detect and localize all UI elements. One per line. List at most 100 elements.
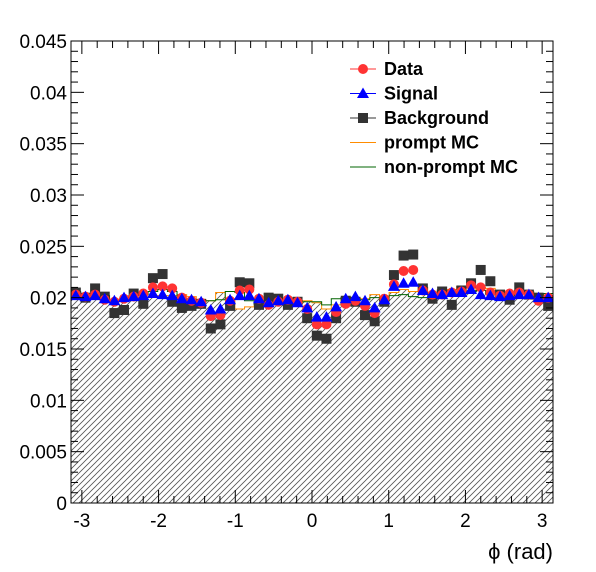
legend-label: Signal xyxy=(384,84,438,104)
signal-point xyxy=(455,286,468,298)
x-tick-label: -2 xyxy=(150,511,167,532)
background-point xyxy=(215,319,226,330)
background-point xyxy=(398,250,409,261)
signal-point xyxy=(156,288,169,300)
data-point xyxy=(157,281,168,292)
background-point xyxy=(186,300,197,311)
signal-point xyxy=(484,289,497,301)
legend-swatch-marker xyxy=(358,64,368,74)
signal-point xyxy=(532,291,545,303)
x-tick-label: 2 xyxy=(460,511,471,532)
background-point xyxy=(90,283,101,294)
signal-point xyxy=(137,289,150,301)
signal-point xyxy=(474,288,487,300)
background-point xyxy=(408,249,419,260)
signal-point xyxy=(445,286,458,298)
background-point xyxy=(321,333,332,344)
y-tick-label: 0.02 xyxy=(30,289,67,310)
signal-point xyxy=(378,293,391,305)
signal-point xyxy=(416,284,429,295)
background-point xyxy=(331,313,342,324)
background-point xyxy=(176,302,187,313)
signal-point xyxy=(339,292,352,304)
signal-point xyxy=(166,289,179,301)
signal-point xyxy=(493,290,506,302)
signal-point xyxy=(79,290,92,302)
signal-point xyxy=(291,296,304,308)
data-point xyxy=(244,284,255,295)
signal-point xyxy=(281,293,294,305)
signal-point xyxy=(407,276,420,287)
background-point xyxy=(311,330,322,341)
background-point xyxy=(369,316,380,327)
signal-point xyxy=(118,291,131,303)
legend-label: Background xyxy=(384,108,489,128)
legend-swatch-marker xyxy=(358,113,368,123)
signal-point xyxy=(224,293,237,305)
background-point xyxy=(225,300,236,311)
signal-point xyxy=(146,287,159,299)
signal-point xyxy=(426,287,439,299)
background-point xyxy=(388,270,399,281)
y-tick-label: 0 xyxy=(56,494,67,515)
data-point xyxy=(321,319,332,330)
x-tick-label: 1 xyxy=(383,511,394,532)
legend-label: non-prompt MC xyxy=(384,157,518,177)
signal-point xyxy=(320,311,333,322)
signal-point xyxy=(301,301,314,313)
signal-point xyxy=(310,311,323,322)
signal-point xyxy=(243,289,256,301)
signal-point xyxy=(108,294,121,306)
signal-point xyxy=(262,296,275,308)
x-tick-label: -1 xyxy=(227,511,244,532)
signal-point xyxy=(368,301,381,313)
signal-point xyxy=(195,295,208,307)
y-tick-label: 0.015 xyxy=(19,340,67,361)
signal-point xyxy=(359,294,372,306)
background-point xyxy=(543,300,553,311)
signal-point xyxy=(522,288,535,300)
background-point xyxy=(302,313,313,324)
signal-point xyxy=(175,292,188,304)
signal-point xyxy=(272,294,285,306)
background-point xyxy=(485,276,496,287)
signal-point xyxy=(89,289,102,301)
data-point xyxy=(167,283,178,294)
y-tick-label: 0.035 xyxy=(19,135,67,156)
signal-point xyxy=(349,290,362,302)
data-point xyxy=(311,319,322,330)
legend-entry-background: Background xyxy=(350,108,489,128)
signal-point xyxy=(252,292,265,304)
signal-point xyxy=(542,291,553,303)
x-axis-title: ϕ (rad) xyxy=(488,539,553,564)
background-point xyxy=(282,299,293,310)
signal-point xyxy=(397,277,410,288)
background-point xyxy=(514,282,525,293)
signal-point xyxy=(233,289,246,301)
legend-label: Data xyxy=(384,59,424,79)
signal-point xyxy=(98,292,111,304)
background-point xyxy=(119,304,130,315)
signal-point xyxy=(185,293,198,305)
y-tick-label: 0.025 xyxy=(19,237,67,258)
legend-swatch-marker xyxy=(357,87,369,98)
signal-point xyxy=(387,280,400,291)
signal-point xyxy=(204,303,217,315)
background-point xyxy=(234,277,245,288)
background-point xyxy=(475,264,486,275)
data-point xyxy=(398,265,409,276)
x-tick-label: 3 xyxy=(537,511,548,532)
data-point xyxy=(147,282,158,293)
x-tick-label: 0 xyxy=(307,511,318,532)
legend: Data Signal Background prompt MC non-prompt … xyxy=(350,59,518,177)
background-point xyxy=(253,299,264,310)
legend-entry-non-prompt-mc: non-prompt MC xyxy=(350,157,518,177)
axes: 0 0.005 0.01 0.015 0.02 0.025 0.03 0.035 0.04 0.0… xyxy=(19,32,553,532)
x-tick-label: -3 xyxy=(73,511,90,532)
y-tick-label: 0.04 xyxy=(30,83,67,104)
legend-entry-prompt-mc: prompt MC xyxy=(350,133,479,153)
signal-point xyxy=(330,300,343,312)
background-point xyxy=(244,278,255,289)
signal-point xyxy=(513,288,526,300)
signal-point xyxy=(436,288,449,300)
